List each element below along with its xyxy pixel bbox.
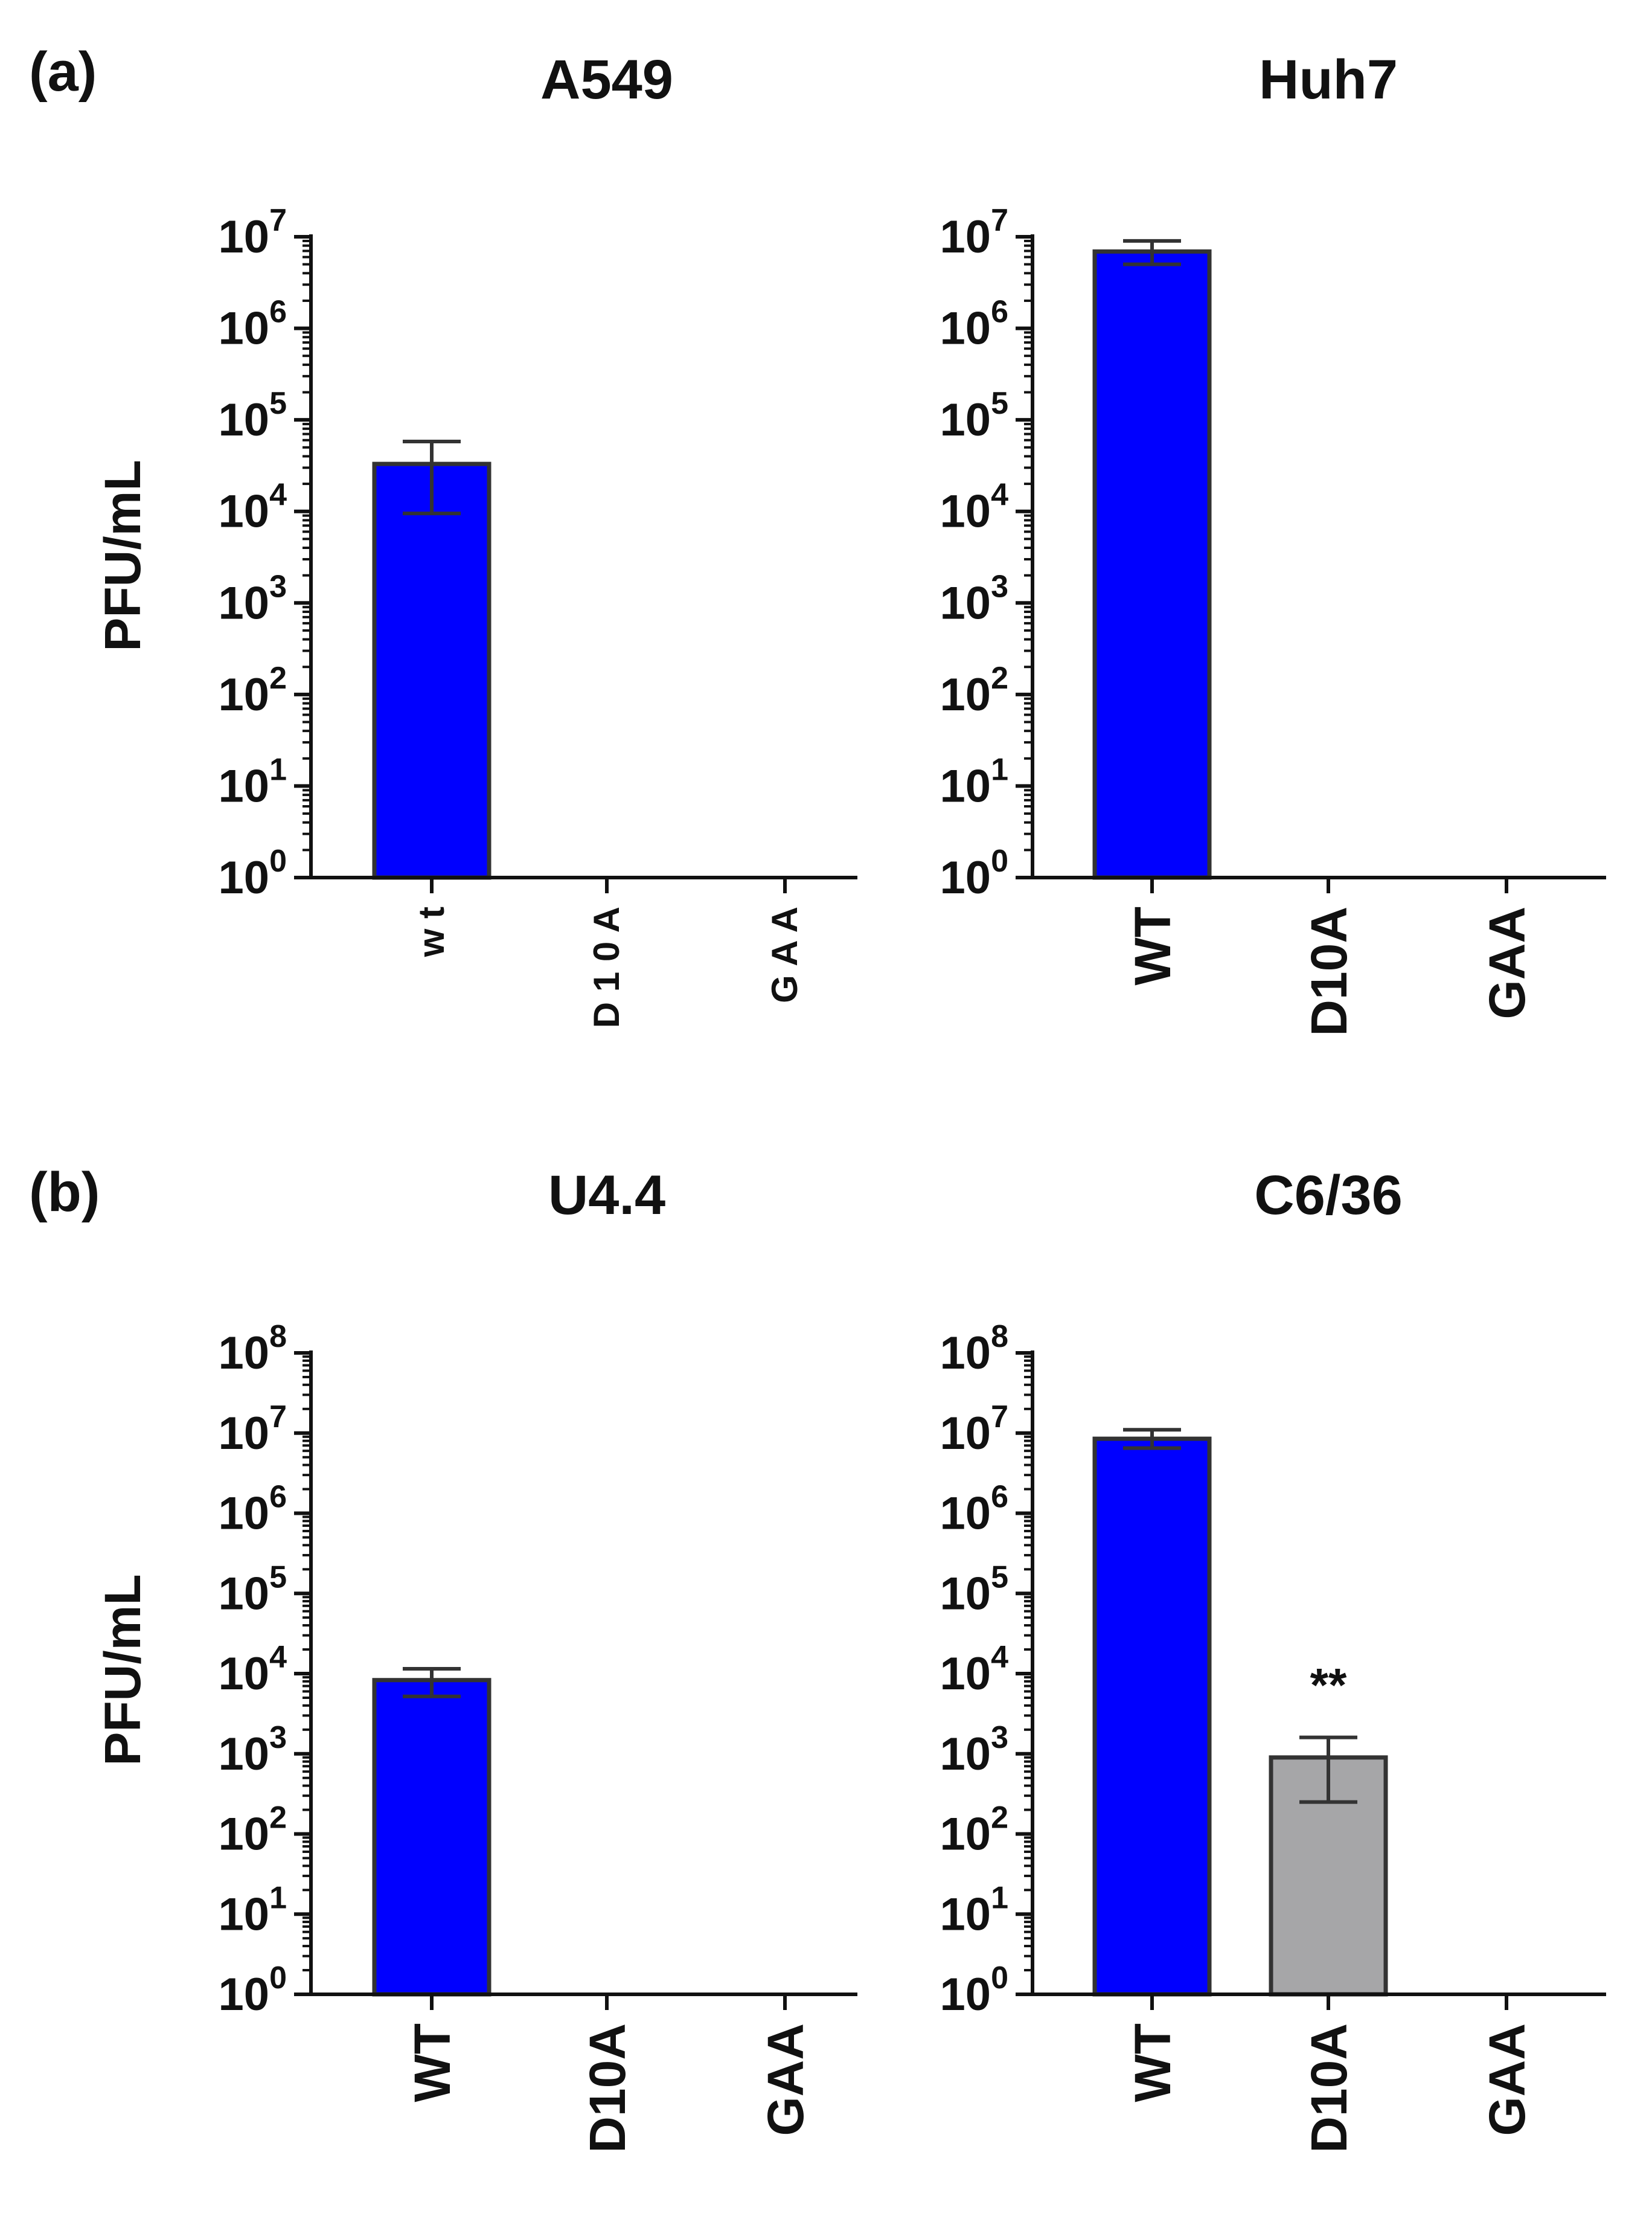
- y-tick-label: 108: [940, 1319, 1008, 1379]
- x-tick-label: GAA: [1479, 907, 1535, 1020]
- y-tick-label: 101: [940, 752, 1008, 812]
- y-tick-label: 106: [940, 1480, 1008, 1540]
- y-tick-label: 104: [219, 1640, 287, 1700]
- y-tick-label: 100: [940, 1960, 1008, 2020]
- y-tick-label: 105: [219, 1559, 287, 1619]
- x-tick-label: D10A: [1301, 2023, 1357, 2153]
- y-tick-label: 107: [940, 1399, 1008, 1459]
- significance-annotation: **: [1310, 1659, 1347, 1712]
- y-tick-label: 103: [219, 569, 287, 629]
- y-tick-label: 101: [219, 1880, 287, 1940]
- x-tick-label: D 1 0 A: [586, 907, 627, 1028]
- y-tick-label: 100: [940, 844, 1008, 904]
- chart-0: A549 PFU/mL 100 101 102 103 104 105 106 107 w t D 1…: [94, 49, 857, 1028]
- bar-wt: [372, 461, 491, 880]
- x-tick-label: D10A: [579, 2023, 636, 2153]
- x-tick-label: w t: [411, 907, 452, 957]
- chart-title: C6/36: [1254, 1164, 1403, 1226]
- bar-wt: [1092, 1436, 1212, 1997]
- y-axis-label: PFU/mL: [94, 1574, 151, 1765]
- x-tick-label: G A A: [764, 907, 805, 1003]
- y-tick-label: 103: [940, 569, 1008, 629]
- y-tick-label: 106: [940, 295, 1008, 355]
- y-tick-label: 100: [219, 844, 287, 904]
- y-tick-label: 101: [219, 752, 287, 812]
- y-tick-label: 102: [219, 1800, 287, 1860]
- y-tick-label: 102: [219, 661, 287, 721]
- y-tick-label: 104: [219, 478, 287, 538]
- chart-3: C6/36 ** 100 101 102 103 104 105 106 107 108 WT D10A…: [940, 1164, 1606, 2153]
- x-tick-label: GAA: [757, 2023, 814, 2136]
- bar-wt: [372, 1678, 491, 1997]
- panel-label-a: (a): [29, 41, 97, 103]
- y-tick-label: 106: [219, 295, 287, 355]
- chart-title: U4.4: [548, 1164, 665, 1226]
- y-tick-label: 103: [940, 1720, 1008, 1780]
- y-tick-label: 105: [219, 386, 287, 446]
- y-tick-label: 106: [219, 1480, 287, 1540]
- chart-title: A549: [540, 49, 673, 111]
- chart-2: U4.4 PFU/mL 100 101 102 103 104 105 106 107 108 WT D…: [94, 1164, 857, 2153]
- y-axis-label: PFU/mL: [94, 460, 151, 651]
- y-tick-label: 108: [219, 1319, 287, 1379]
- x-tick-label: D10A: [1301, 907, 1357, 1036]
- panel-label-b: (b): [29, 1161, 100, 1223]
- y-tick-label: 102: [940, 1800, 1008, 1860]
- x-tick-label: WT: [404, 2023, 461, 2102]
- chart-1: Huh7 100 101 102 103 104 105 106 107 WT D10A GAA: [940, 49, 1606, 1036]
- y-tick-label: 101: [940, 1880, 1008, 1940]
- y-tick-label: 104: [940, 1640, 1009, 1700]
- y-tick-label: 107: [219, 1399, 287, 1459]
- x-tick-label: WT: [1124, 907, 1181, 986]
- y-tick-label: 102: [940, 661, 1008, 721]
- y-tick-label: 107: [219, 203, 287, 263]
- x-tick-label: GAA: [1479, 2023, 1535, 2136]
- y-tick-label: 103: [219, 1720, 287, 1780]
- y-tick-label: 100: [219, 1960, 287, 2020]
- y-tick-label: 105: [940, 386, 1008, 446]
- chart-title: Huh7: [1259, 49, 1398, 111]
- y-tick-label: 104: [940, 478, 1009, 538]
- y-tick-label: 105: [940, 1559, 1008, 1619]
- charts-group: A549 PFU/mL 100 101 102 103 104 105 106 107 w t D 1…: [94, 49, 1606, 2153]
- x-tick-label: WT: [1124, 2023, 1181, 2102]
- bar-wt: [1092, 249, 1212, 880]
- y-tick-label: 107: [940, 203, 1008, 263]
